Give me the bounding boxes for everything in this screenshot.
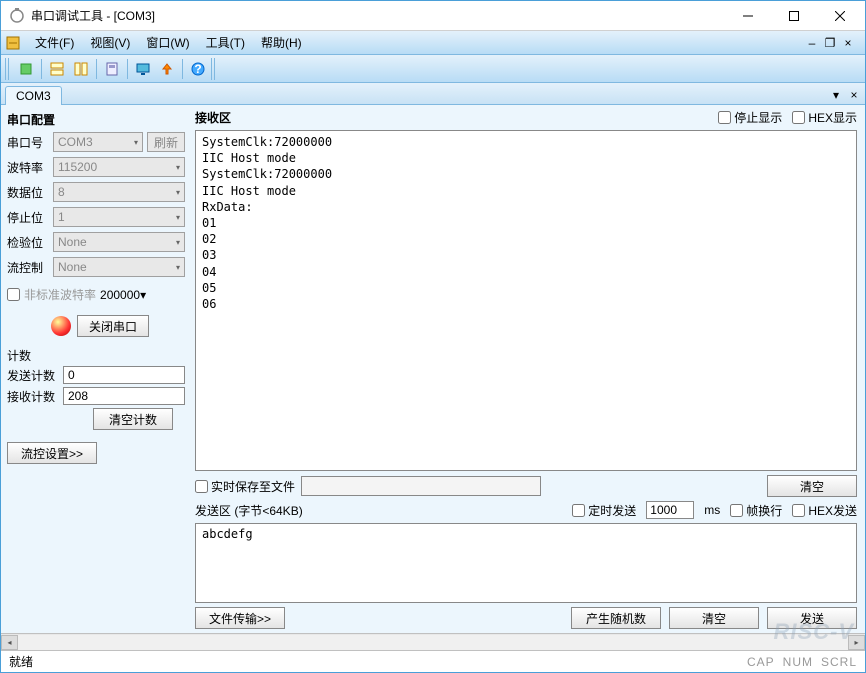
status-num: NUM bbox=[783, 655, 813, 669]
tx-title: 发送区 (字节<64KB) bbox=[195, 502, 562, 519]
tool-tile-v-icon[interactable] bbox=[70, 58, 92, 80]
ms-label: ms bbox=[704, 503, 720, 517]
frame-wrap-label: 帧换行 bbox=[746, 502, 782, 519]
status-scrl: SCRL bbox=[821, 655, 857, 669]
mdi-minimize[interactable]: – bbox=[805, 36, 819, 50]
timed-send-checkbox[interactable] bbox=[572, 504, 585, 517]
rx-textarea[interactable]: SystemClk:72000000 IIC Host mode SystemC… bbox=[195, 130, 857, 471]
flow-select[interactable]: None▾ bbox=[53, 257, 185, 277]
stopbits-select[interactable]: 1▾ bbox=[53, 207, 185, 227]
tx-textarea[interactable]: abcdefg bbox=[195, 523, 857, 603]
count-title: 计数 bbox=[7, 345, 185, 366]
pause-display-label: 停止显示 bbox=[734, 109, 782, 126]
left-panel: 串口配置 串口号 COM3▾ 刷新 波特率 115200▾ 数据位 8▾ 停止位… bbox=[1, 105, 191, 633]
tab-com3[interactable]: COM3 bbox=[5, 86, 62, 105]
window-controls bbox=[725, 2, 863, 30]
tab-dropdown-icon[interactable]: ▾ bbox=[829, 88, 843, 102]
menu-view[interactable]: 视图(V) bbox=[82, 32, 138, 53]
rx-title: 接收区 bbox=[195, 109, 708, 126]
work-area: 串口配置 串口号 COM3▾ 刷新 波特率 115200▾ 数据位 8▾ 停止位… bbox=[1, 105, 865, 633]
rx-count-label: 接收计数 bbox=[7, 388, 59, 405]
tool-monitor-icon[interactable] bbox=[132, 58, 154, 80]
port-select[interactable]: COM3▾ bbox=[53, 132, 143, 152]
save-path-input[interactable] bbox=[301, 476, 541, 496]
save-to-file-label: 实时保存至文件 bbox=[211, 478, 295, 495]
minimize-button[interactable] bbox=[725, 2, 771, 30]
maximize-button[interactable] bbox=[771, 2, 817, 30]
mdi-controls: – ❐ × bbox=[805, 36, 861, 50]
file-transfer-button[interactable]: 文件传输>> bbox=[195, 607, 285, 629]
right-panel: 接收区 停止显示 HEX显示 SystemClk:72000000 IIC Ho… bbox=[191, 105, 865, 633]
databits-select[interactable]: 8▾ bbox=[53, 182, 185, 202]
tool-new-icon[interactable] bbox=[15, 58, 37, 80]
clear-rx-button[interactable]: 清空 bbox=[767, 475, 857, 497]
flow-settings-button[interactable]: 流控设置>> bbox=[7, 442, 97, 464]
tool-help-icon[interactable]: ? bbox=[187, 58, 209, 80]
menu-app-icon bbox=[5, 35, 21, 51]
hex-display-checkbox[interactable] bbox=[792, 111, 805, 124]
send-button[interactable]: 发送 bbox=[767, 607, 857, 629]
parity-label: 检验位 bbox=[7, 234, 49, 251]
hex-send-checkbox[interactable] bbox=[792, 504, 805, 517]
random-button[interactable]: 产生随机数 bbox=[571, 607, 661, 629]
stopbits-label: 停止位 bbox=[7, 209, 49, 226]
clear-tx-button[interactable]: 清空 bbox=[669, 607, 759, 629]
nonstd-baud-label: 非标准波特率 bbox=[24, 286, 96, 303]
menu-tools[interactable]: 工具(T) bbox=[198, 32, 253, 53]
app-icon bbox=[9, 8, 25, 24]
svg-text:?: ? bbox=[194, 62, 201, 76]
scroll-left-icon[interactable]: ◂ bbox=[1, 635, 18, 650]
tx-count-value: 0 bbox=[63, 366, 185, 384]
menu-window[interactable]: 窗口(W) bbox=[138, 32, 197, 53]
parity-select[interactable]: None▾ bbox=[53, 232, 185, 252]
tx-count-label: 发送计数 bbox=[7, 367, 59, 384]
status-bar: 就绪 CAP NUM SCRL bbox=[1, 650, 865, 672]
tab-strip: COM3 ▾ × bbox=[1, 83, 865, 105]
tool-calc-icon[interactable] bbox=[101, 58, 123, 80]
tool-tile-h-icon[interactable] bbox=[46, 58, 68, 80]
frame-wrap-checkbox[interactable] bbox=[730, 504, 743, 517]
menu-help[interactable]: 帮助(H) bbox=[253, 32, 310, 53]
tool-upload-icon[interactable] bbox=[156, 58, 178, 80]
serial-config-title: 串口配置 bbox=[7, 109, 185, 130]
interval-input[interactable] bbox=[646, 501, 694, 519]
nonstd-baud-select[interactable]: 200000▾ bbox=[100, 288, 162, 302]
baud-label: 波特率 bbox=[7, 159, 49, 176]
main-window: 串口调试工具 - [COM3] 文件(F) 视图(V) 窗口(W) 工具(T) … bbox=[0, 0, 866, 673]
clear-count-button[interactable]: 清空计数 bbox=[93, 408, 173, 430]
save-to-file-checkbox[interactable] bbox=[195, 480, 208, 493]
menu-file[interactable]: 文件(F) bbox=[27, 32, 82, 53]
port-status-indicator bbox=[51, 316, 71, 336]
toolbar-grip-end bbox=[211, 58, 217, 80]
nonstd-baud-checkbox[interactable] bbox=[7, 288, 20, 301]
flow-label: 流控制 bbox=[7, 259, 49, 276]
hex-display-label: HEX显示 bbox=[808, 109, 857, 126]
horizontal-scrollbar[interactable]: ◂ ▸ bbox=[1, 633, 865, 650]
mdi-close[interactable]: × bbox=[841, 36, 855, 50]
pause-display-checkbox[interactable] bbox=[718, 111, 731, 124]
baud-select[interactable]: 115200▾ bbox=[53, 157, 185, 177]
status-caps: CAP bbox=[747, 655, 775, 669]
title-bar: 串口调试工具 - [COM3] bbox=[1, 1, 865, 31]
status-ready: 就绪 bbox=[9, 653, 739, 670]
port-label: 串口号 bbox=[7, 134, 49, 151]
window-title: 串口调试工具 - [COM3] bbox=[31, 7, 725, 24]
menu-bar: 文件(F) 视图(V) 窗口(W) 工具(T) 帮助(H) – ❐ × bbox=[1, 31, 865, 55]
tab-close-icon[interactable]: × bbox=[847, 88, 861, 102]
databits-label: 数据位 bbox=[7, 184, 49, 201]
scroll-right-icon[interactable]: ▸ bbox=[848, 635, 865, 650]
close-button[interactable] bbox=[817, 2, 863, 30]
rx-count-value: 208 bbox=[63, 387, 185, 405]
refresh-button[interactable]: 刷新 bbox=[147, 132, 185, 152]
toolbar: ? bbox=[1, 55, 865, 83]
close-port-button[interactable]: 关闭串口 bbox=[77, 315, 149, 337]
hex-send-label: HEX发送 bbox=[808, 502, 857, 519]
mdi-restore[interactable]: ❐ bbox=[823, 36, 837, 50]
toolbar-grip bbox=[5, 58, 11, 80]
timed-send-label: 定时发送 bbox=[588, 502, 636, 519]
